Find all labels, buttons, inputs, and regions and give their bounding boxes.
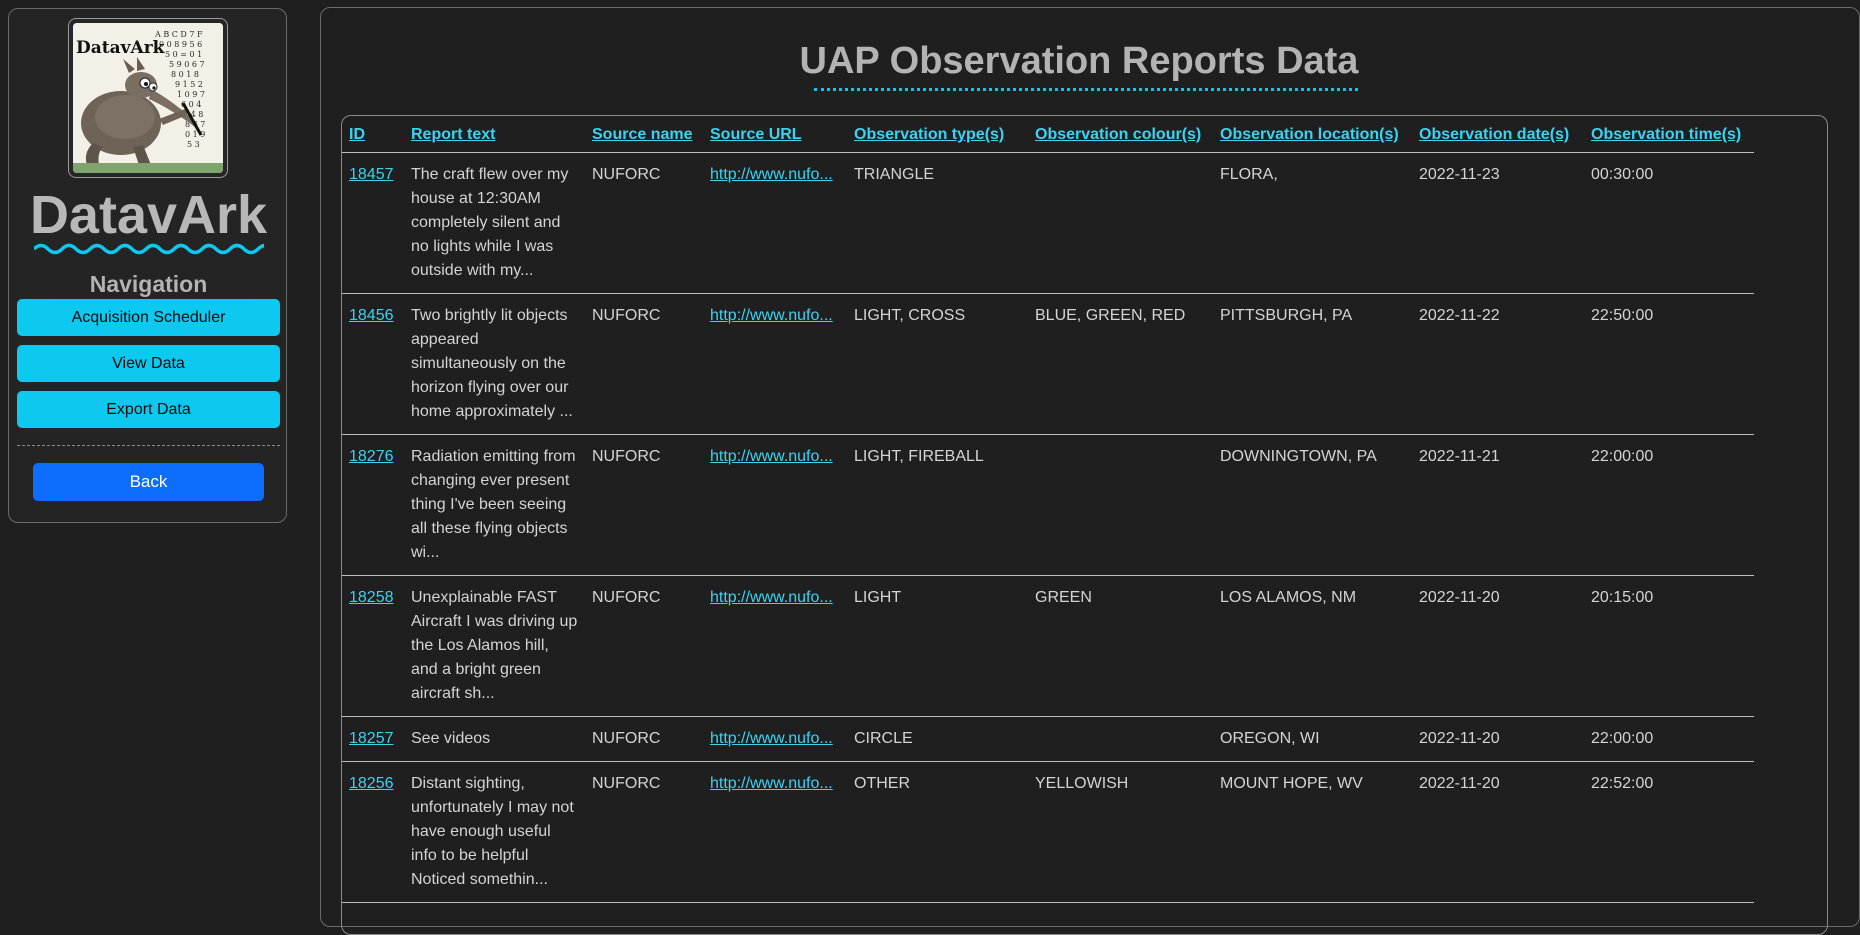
report-id-link[interactable]: 18256 bbox=[349, 775, 394, 792]
column-header-report-text[interactable]: Report text bbox=[404, 116, 585, 153]
observation-location-cell: MOUNT HOPE, WV bbox=[1213, 761, 1412, 903]
table-row: 18258 Unexplainable FAST Aircraft I was … bbox=[342, 575, 1754, 717]
source-name-cell: NUFORC bbox=[585, 716, 703, 762]
svg-text:2 4 8: 2 4 8 bbox=[183, 110, 203, 119]
observation-date-cell: 2022-11-20 bbox=[1412, 575, 1584, 717]
report-text-cell: See videos bbox=[404, 716, 585, 762]
source-url-link[interactable]: http://www.nufo... bbox=[710, 730, 833, 747]
report-id-link[interactable]: 18258 bbox=[349, 589, 394, 606]
observation-date-cell: 2022-11-21 bbox=[1412, 434, 1584, 576]
table-row: 18257 See videos NUFORC http://www.nufo.… bbox=[342, 716, 1754, 762]
observation-date-cell: 2022-11-20 bbox=[1412, 716, 1584, 762]
source-url-link[interactable]: http://www.nufo... bbox=[710, 166, 833, 183]
column-header-observation-times[interactable]: Observation time(s) bbox=[1584, 116, 1754, 153]
svg-text:6 0 4: 6 0 4 bbox=[181, 100, 201, 109]
source-name-cell: NUFORC bbox=[585, 434, 703, 576]
table-row: 18256 Distant sighting, unfortunately I … bbox=[342, 761, 1754, 903]
column-header-observation-dates[interactable]: Observation date(s) bbox=[1412, 116, 1584, 153]
aardvark-logo-image: A B C D 7 F 0 0 8 9 5 6 5 0 = 0 1 5 9 0 … bbox=[73, 23, 223, 173]
svg-text:8 0 1 8: 8 0 1 8 bbox=[171, 70, 199, 79]
report-text-cell: Distant sighting, unfortunately I may no… bbox=[404, 761, 585, 903]
report-text-cell: The craft flew over my house at 12:30AM … bbox=[404, 152, 585, 294]
observation-type-cell: LIGHT, FIREBALL bbox=[847, 434, 1028, 576]
svg-text:5 3: 5 3 bbox=[187, 140, 200, 149]
source-url-link[interactable]: http://www.nufo... bbox=[710, 775, 833, 792]
report-id-link[interactable]: 18276 bbox=[349, 448, 394, 465]
column-header-source-url[interactable]: Source URL bbox=[703, 116, 847, 153]
acquisition-scheduler-button[interactable]: Acquisition Scheduler bbox=[17, 299, 280, 336]
table-row: 18276 Radiation emitting from changing e… bbox=[342, 434, 1754, 576]
table-row: 18457 The craft flew over my house at 12… bbox=[342, 152, 1754, 294]
observation-time-cell: 00:30:00 bbox=[1584, 152, 1754, 294]
sidebar-divider bbox=[17, 445, 280, 446]
observation-colour-cell bbox=[1028, 434, 1213, 576]
svg-text:5 9 0 6 7: 5 9 0 6 7 bbox=[169, 60, 205, 69]
svg-text:5 0 = 0 1: 5 0 = 0 1 bbox=[165, 50, 202, 59]
observation-time-cell: 22:00:00 bbox=[1584, 716, 1754, 762]
observation-time-cell: 22:50:00 bbox=[1584, 293, 1754, 435]
observation-type-cell: LIGHT bbox=[847, 575, 1028, 717]
logo[interactable]: A B C D 7 F 0 0 8 9 5 6 5 0 = 0 1 5 9 0 … bbox=[68, 18, 228, 178]
observation-location-cell: PITTSBURGH, PA bbox=[1213, 293, 1412, 435]
source-url-link[interactable]: http://www.nufo... bbox=[710, 307, 833, 324]
observation-location-cell: LOS ALAMOS, NM bbox=[1213, 575, 1412, 717]
page-title: UAP Observation Reports Data bbox=[799, 40, 1359, 82]
column-header-observation-colours[interactable]: Observation colour(s) bbox=[1028, 116, 1213, 153]
main-panel: UAP Observation Reports Data ID Report t… bbox=[320, 7, 1860, 935]
source-name-cell: NUFORC bbox=[585, 761, 703, 903]
brand-name: DatavArk bbox=[29, 185, 268, 245]
observation-date-cell: 2022-11-20 bbox=[1412, 761, 1584, 903]
svg-text:DatavArk: DatavArk bbox=[76, 38, 166, 58]
brand-wave-underline bbox=[34, 243, 264, 255]
observation-time-cell: 22:52:00 bbox=[1584, 761, 1754, 903]
reports-table: ID Report text Source name Source URL Ob… bbox=[342, 116, 1754, 903]
observation-colour-cell bbox=[1028, 152, 1213, 294]
report-text-cell: Two brightly lit objects appeared simult… bbox=[404, 293, 585, 435]
source-url-link[interactable]: http://www.nufo... bbox=[710, 589, 833, 606]
svg-text:0 1 9: 0 1 9 bbox=[185, 130, 205, 139]
report-text-cell: Unexplainable FAST Aircraft I was drivin… bbox=[404, 575, 585, 717]
source-name-cell: NUFORC bbox=[585, 293, 703, 435]
view-data-button[interactable]: View Data bbox=[17, 345, 280, 382]
title-underline bbox=[814, 88, 1358, 91]
column-header-source-name[interactable]: Source name bbox=[585, 116, 703, 153]
report-id-link[interactable]: 18456 bbox=[349, 307, 394, 324]
svg-text:1 0 9 7: 1 0 9 7 bbox=[177, 90, 205, 99]
report-text-cell: Radiation emitting from changing ever pr… bbox=[404, 434, 585, 576]
column-header-observation-locations[interactable]: Observation location(s) bbox=[1213, 116, 1412, 153]
observation-colour-cell: YELLOWISH bbox=[1028, 761, 1213, 903]
source-name-cell: NUFORC bbox=[585, 152, 703, 294]
report-id-link[interactable]: 18257 bbox=[349, 730, 394, 747]
observation-time-cell: 22:00:00 bbox=[1584, 434, 1754, 576]
table-row: 18456 Two brightly lit objects appeared … bbox=[342, 293, 1754, 435]
svg-text:0 0 8 9 5 6: 0 0 8 9 5 6 bbox=[159, 40, 202, 49]
observation-colour-cell bbox=[1028, 716, 1213, 762]
observation-location-cell: DOWNINGTOWN, PA bbox=[1213, 434, 1412, 576]
observation-location-cell: FLORA, bbox=[1213, 152, 1412, 294]
observation-type-cell: CIRCLE bbox=[847, 716, 1028, 762]
navigation-heading: Navigation bbox=[89, 271, 208, 297]
reports-table-container[interactable]: ID Report text Source name Source URL Ob… bbox=[341, 115, 1828, 935]
observation-type-cell: OTHER bbox=[847, 761, 1028, 903]
observation-type-cell: TRIANGLE bbox=[847, 152, 1028, 294]
observation-colour-cell: GREEN bbox=[1028, 575, 1213, 717]
column-header-observation-types[interactable]: Observation type(s) bbox=[847, 116, 1028, 153]
report-id-link[interactable]: 18457 bbox=[349, 166, 394, 183]
observation-location-cell: OREGON, WI bbox=[1213, 716, 1412, 762]
observation-date-cell: 2022-11-22 bbox=[1412, 293, 1584, 435]
observation-time-cell: 20:15:00 bbox=[1584, 575, 1754, 717]
back-button[interactable]: Back bbox=[33, 463, 264, 501]
svg-text:A B C D 7 F: A B C D 7 F bbox=[154, 30, 203, 39]
observation-date-cell: 2022-11-23 bbox=[1412, 152, 1584, 294]
export-data-button[interactable]: Export Data bbox=[17, 391, 280, 428]
table-header-row: ID Report text Source name Source URL Ob… bbox=[342, 116, 1754, 153]
svg-text:9 1 5 2: 9 1 5 2 bbox=[175, 80, 203, 89]
observation-type-cell: LIGHT, CROSS bbox=[847, 293, 1028, 435]
source-name-cell: NUFORC bbox=[585, 575, 703, 717]
sidebar: A B C D 7 F 0 0 8 9 5 6 5 0 = 0 1 5 9 0 … bbox=[8, 8, 287, 523]
aardvark-illustration: A B C D 7 F 0 0 8 9 5 6 5 0 = 0 1 5 9 0 … bbox=[73, 23, 223, 173]
observation-colour-cell: BLUE, GREEN, RED bbox=[1028, 293, 1213, 435]
column-header-id[interactable]: ID bbox=[342, 116, 404, 153]
source-url-link[interactable]: http://www.nufo... bbox=[710, 448, 833, 465]
